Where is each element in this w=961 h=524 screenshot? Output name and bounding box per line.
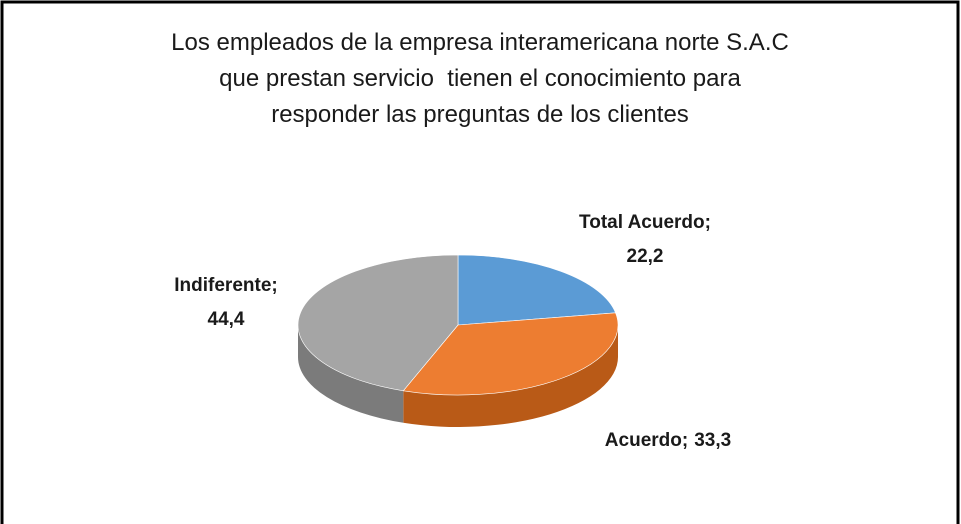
data-label-value: 22,2 <box>627 246 664 267</box>
data-label-value: 33,3 <box>694 430 731 451</box>
data-label-value: 44,4 <box>208 309 245 330</box>
chart-title-line: Los empleados de la empresa interamerica… <box>171 29 789 56</box>
slice-side <box>298 325 404 423</box>
data-label-separator: ; <box>682 430 688 451</box>
slice <box>297 254 459 392</box>
data-label-separator: ; <box>271 275 277 296</box>
chart-title-line: responder las preguntas de los clientes <box>271 101 689 128</box>
data-label: Acuerdo; 33,3 <box>605 430 731 451</box>
slice-side <box>403 325 618 427</box>
data-label-separator: ; <box>705 212 711 233</box>
chart-title-line: que prestan servicio tienen el conocimie… <box>219 65 741 92</box>
slice <box>457 254 617 326</box>
slice <box>402 312 619 396</box>
data-label-category: Indiferente <box>174 275 271 296</box>
data-label: Indiferente; 44,4 <box>174 275 277 330</box>
data-label-category: Acuerdo <box>605 430 682 451</box>
data-label: Total Acuerdo; 22,2 <box>579 212 711 267</box>
data-label-category: Total Acuerdo <box>579 212 705 233</box>
chart-title: Los empleados de la empresa interamerica… <box>171 29 789 128</box>
